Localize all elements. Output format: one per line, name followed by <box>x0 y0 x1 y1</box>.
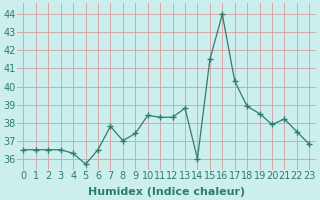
X-axis label: Humidex (Indice chaleur): Humidex (Indice chaleur) <box>88 187 245 197</box>
